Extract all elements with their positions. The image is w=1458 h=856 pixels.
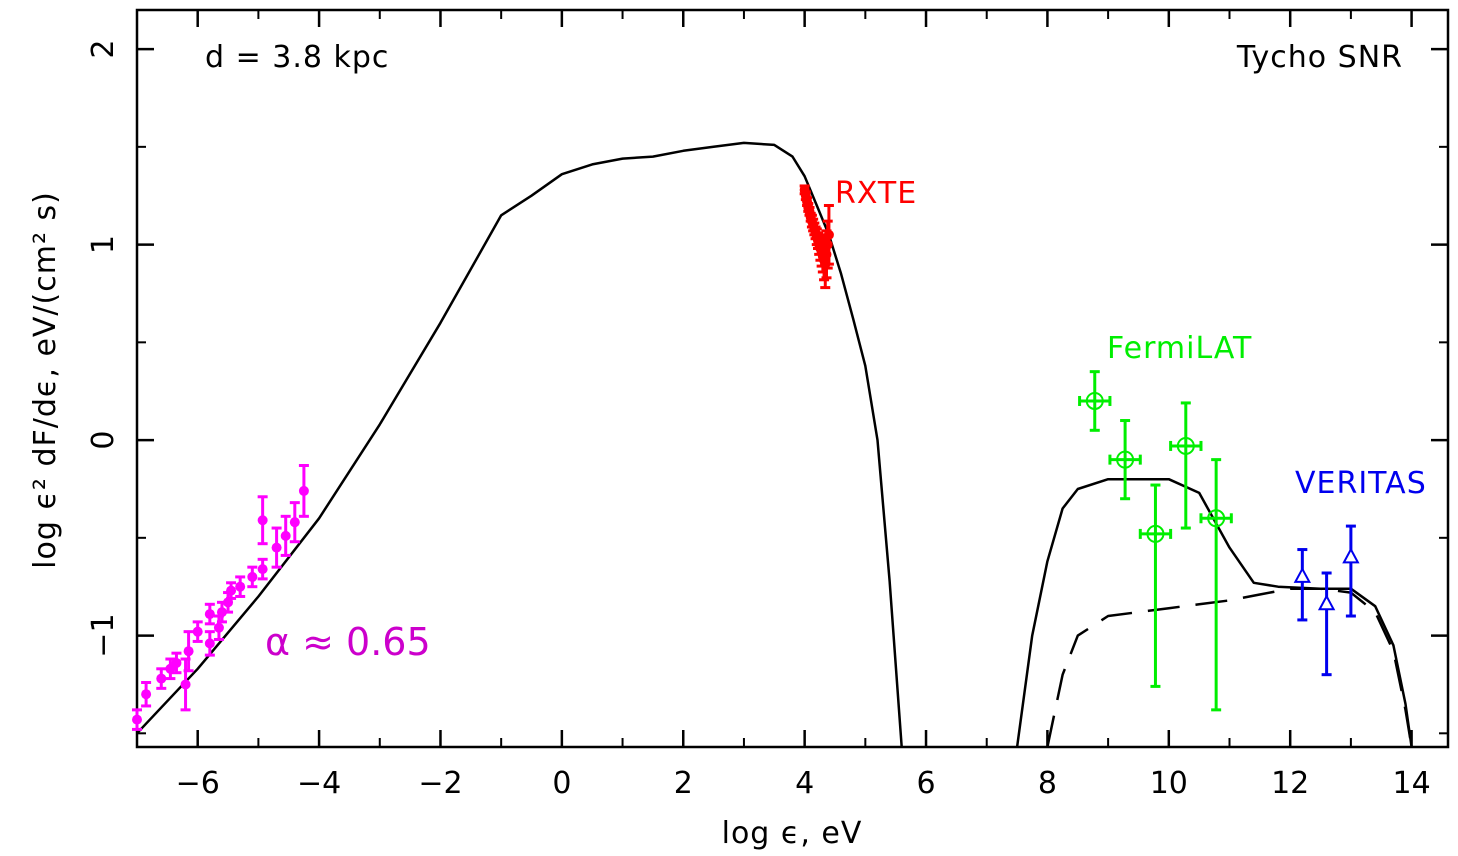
series-veritas-points (1293, 524, 1360, 677)
data-point (141, 689, 152, 700)
data-point (213, 622, 224, 633)
x-tick-label: 0 (552, 766, 571, 801)
data-points (132, 184, 1360, 731)
y-tick-label: 0 (86, 431, 121, 450)
data-point (257, 564, 268, 575)
x-tick-label: 12 (1271, 766, 1309, 801)
series-label-veritas: VERITAS (1295, 466, 1427, 501)
model-curve-2 (1015, 477, 1413, 748)
data-point (204, 609, 215, 620)
y-tick-label: 1 (86, 235, 121, 254)
data-point (132, 714, 142, 725)
data-point (171, 657, 182, 668)
data-point (204, 638, 215, 649)
data-point (271, 542, 282, 553)
data-point (156, 673, 167, 684)
x-tick-label: 4 (795, 766, 814, 801)
x-tick-label: 6 (916, 766, 935, 801)
data-point (1116, 450, 1135, 469)
data-point (1317, 594, 1336, 611)
data-point (183, 646, 194, 657)
y-axis-label: log ϵ² dF/dϵ, eV/(cm² s) (28, 191, 63, 569)
distance-annotation: d = 3.8 kpc (205, 40, 389, 75)
series-label-rxte: RXTE (835, 176, 917, 211)
data-point (235, 581, 246, 592)
data-point (1176, 436, 1195, 455)
alpha-annotation: α ≈ 0.65 (265, 620, 431, 664)
x-tick-label: 10 (1150, 766, 1188, 801)
x-tick-label: −4 (297, 766, 341, 801)
data-point (1342, 547, 1360, 564)
series-radio-points (132, 463, 309, 731)
y-tick-label: −1 (86, 613, 121, 657)
data-point (216, 607, 227, 618)
plot-frame (135, 8, 1450, 749)
data-point (1293, 566, 1312, 583)
data-point (298, 485, 309, 496)
data-point (226, 585, 237, 596)
data-point (247, 571, 258, 582)
model-curve-3 (1046, 587, 1413, 748)
data-point (257, 515, 268, 526)
data-point (1146, 524, 1165, 543)
data-point (192, 626, 203, 637)
x-tick-label: −6 (176, 766, 220, 801)
y-tick-label: 2 (86, 40, 121, 59)
model-curve-1 (136, 141, 903, 748)
data-point (180, 679, 191, 690)
data-point (289, 517, 300, 528)
x-tick-label: 14 (1392, 766, 1430, 801)
x-tick-label: 8 (1038, 766, 1057, 801)
series-label-fermilat: FermiLAT (1107, 331, 1252, 366)
data-point (1085, 391, 1104, 410)
series-fermilat-points (1078, 370, 1233, 712)
data-point (280, 530, 291, 541)
x-tick-label: −2 (418, 766, 462, 801)
data-point (1207, 509, 1226, 528)
x-axis-label: log ϵ, eV (722, 816, 863, 851)
series-rxte-points (799, 184, 834, 290)
model-curves (136, 141, 1413, 748)
object-annotation: Tycho SNR (1236, 40, 1403, 75)
data-point (823, 229, 834, 240)
x-tick-label: 2 (674, 766, 693, 801)
